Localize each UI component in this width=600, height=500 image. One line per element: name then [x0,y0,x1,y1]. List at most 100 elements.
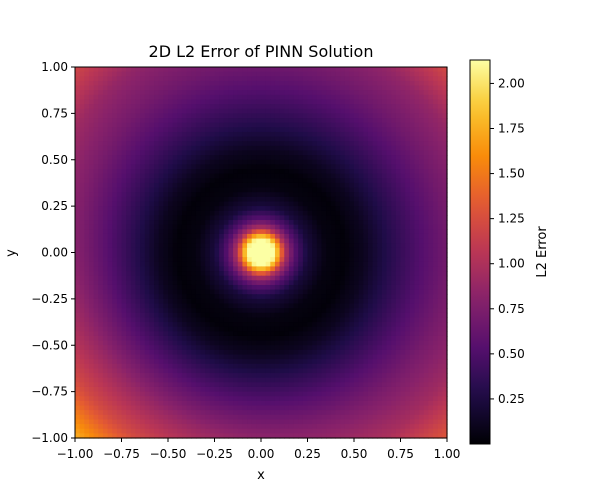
heatmap-cell [251,340,257,346]
heatmap-cell [144,322,150,328]
heatmap-cell [177,206,183,212]
heatmap-cell [130,312,137,319]
heatmap-cell [274,280,281,286]
heatmap-cell [377,173,383,179]
heatmap-cell [237,298,243,305]
heatmap-cell [88,247,95,254]
heatmap-cell [93,257,99,263]
heatmap-cell [307,238,313,244]
heatmap-cell [126,173,132,179]
heatmap-cell [135,85,141,91]
heatmap-cell [209,280,216,286]
heatmap-cell [195,354,202,360]
heatmap-cell [242,90,248,96]
heatmap-cell [321,104,327,110]
heatmap-cell [279,164,285,170]
heatmap-cell [340,113,346,119]
heatmap-cell [321,271,327,277]
heatmap-cell [274,104,281,110]
heatmap-cell [270,131,276,138]
heatmap-cell [191,349,197,356]
heatmap-cell [98,335,104,342]
heatmap-cell [181,182,188,189]
heatmap-cell [279,113,285,119]
heatmap-cell [400,243,406,249]
heatmap-cell [112,335,118,342]
heatmap-cell [349,312,355,319]
heatmap-cell [247,303,253,309]
heatmap-cell [237,243,243,249]
heatmap-cell [168,243,174,249]
heatmap-cell [274,76,281,82]
heatmap-cell [195,233,202,240]
heatmap-cell [386,155,392,161]
heatmap-cell [209,317,216,323]
heatmap-cell [442,108,448,114]
heatmap-cell [344,294,350,300]
heatmap-cell [242,238,248,244]
heatmap-cell [130,271,137,277]
heatmap-cell [284,349,290,356]
heatmap-cell [288,331,295,337]
heatmap-cell [321,317,327,323]
heatmap-cell [223,113,230,119]
heatmap-cell [168,71,174,77]
heatmap-cell [363,118,369,124]
heatmap-cell [233,257,239,263]
heatmap-cell [419,187,425,193]
heatmap-cell [130,173,137,179]
heatmap-cell [274,317,281,323]
heatmap-cell [237,280,243,286]
heatmap-cell [312,224,318,230]
heatmap-cell [316,289,323,295]
heatmap-cell [321,187,327,193]
heatmap-cell [163,261,169,268]
heatmap-cell [386,178,392,184]
heatmap-cell [177,349,183,356]
heatmap-cell [251,294,257,300]
heatmap-cell [158,85,164,91]
heatmap-cell [140,271,146,277]
heatmap-cell [372,345,378,351]
heatmap-cell [284,113,290,119]
heatmap-cell [237,220,243,226]
heatmap-cell [209,243,216,249]
heatmap-cell [256,150,262,156]
heatmap-cell [391,340,397,346]
heatmap-cell [247,224,253,230]
heatmap-cell [154,238,160,244]
heatmap-cell [214,220,220,226]
heatmap-cell [367,131,374,138]
heatmap-cell [302,294,309,300]
heatmap-cell [316,85,323,91]
heatmap-cell [88,164,95,170]
heatmap-cell [298,85,304,91]
heatmap-cell [130,187,137,193]
heatmap-cell [177,80,183,87]
heatmap-cell [140,141,146,147]
heatmap-cell [335,173,341,179]
heatmap-cell [130,210,137,216]
heatmap-cell [316,182,323,189]
heatmap-cell [381,131,388,138]
heatmap-cell [400,317,406,323]
heatmap-cell [261,150,267,156]
heatmap-cell [367,192,374,198]
heatmap-cell [302,169,309,175]
heatmap-cell [354,118,360,124]
heatmap-cell [116,141,123,147]
heatmap-cell [247,275,253,281]
heatmap-cell [423,229,429,235]
heatmap-cell [251,275,257,281]
heatmap-cell [242,224,248,230]
heatmap-cell [223,335,230,342]
heatmap-cell [405,145,411,152]
heatmap-cell [428,150,434,156]
heatmap-cell [307,131,313,138]
heatmap-cell [154,345,160,351]
heatmap-cell [433,127,439,133]
heatmap-cell [428,340,434,346]
heatmap-cell [247,145,253,152]
heatmap-cell [223,303,230,309]
heatmap-cell [274,90,281,96]
